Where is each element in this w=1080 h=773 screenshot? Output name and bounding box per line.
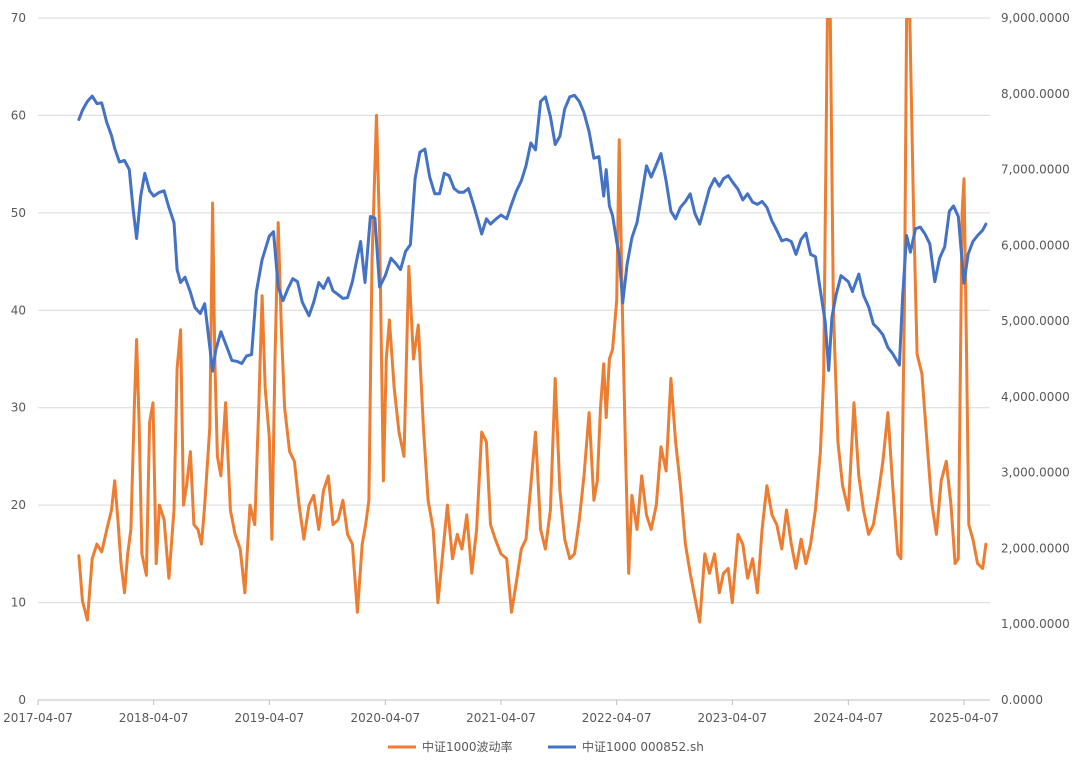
x-tick-label: 2025-04-07 [929, 711, 999, 725]
y-right-tick-label: 6,000.0000 [1001, 238, 1070, 252]
x-tick-label: 2019-04-07 [234, 711, 304, 725]
y-left-tick-label: 40 [11, 303, 26, 317]
y-left-tick-label: 20 [11, 498, 26, 512]
y-right-tick-label: 2,000.0000 [1001, 541, 1070, 555]
y-left-tick-label: 50 [11, 206, 26, 220]
axes [37, 699, 990, 705]
tick-labels: 0 10 20 30 40 50 60 70 0.0000 1,000.0000 2,000.000… [3, 11, 1070, 725]
series-lines [77, 18, 988, 624]
x-tick-label: 2020-04-07 [350, 711, 420, 725]
y-right-tick-label: 8,000.0000 [1001, 87, 1070, 101]
x-tick-label: 2021-04-07 [466, 711, 536, 725]
y-right-tick-label: 4,000.0000 [1001, 390, 1070, 404]
legend: 中证1000波动率 中证1000 000852.sh [388, 739, 704, 754]
grid-lines [38, 17, 990, 604]
series-line-1 [77, 18, 988, 624]
y-left-tick-label: 0 [18, 693, 26, 707]
y-left-tick-label: 60 [11, 108, 26, 122]
x-tick-label: 2022-04-07 [582, 711, 652, 725]
series-line-2 [77, 93, 988, 373]
legend-label-1: 中证1000波动率 [422, 739, 513, 754]
y-right-tick-label: 3,000.0000 [1001, 466, 1070, 480]
x-tick-label: 2017-04-07 [3, 711, 73, 725]
y-left-tick-label: 10 [11, 596, 26, 610]
y-right-tick-label: 9,000.0000 [1001, 11, 1070, 25]
y-right-tick-label: 7,000.0000 [1001, 163, 1070, 177]
y-right-tick-label: 0.0000 [1001, 693, 1043, 707]
x-tick-label: 2018-04-07 [119, 711, 189, 725]
y-left-tick-label: 70 [11, 11, 26, 25]
x-tick-label: 2023-04-07 [697, 711, 767, 725]
y-left-tick-label: 30 [11, 401, 26, 415]
x-tick-label: 2024-04-07 [813, 711, 883, 725]
legend-label-2: 中证1000 000852.sh [582, 739, 704, 754]
y-right-tick-label: 1,000.0000 [1001, 617, 1070, 631]
y-right-tick-label: 5,000.0000 [1001, 314, 1070, 328]
